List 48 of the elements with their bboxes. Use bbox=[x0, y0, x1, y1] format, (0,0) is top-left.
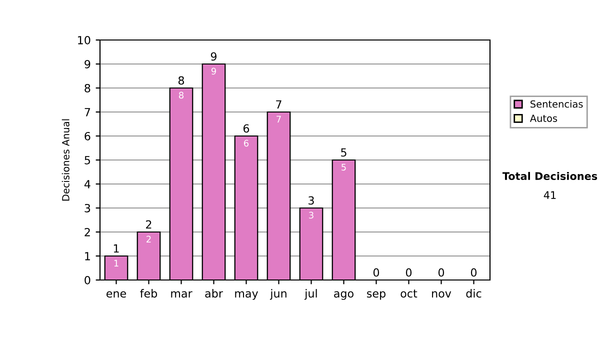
x-tick-label: abr bbox=[205, 289, 223, 298]
y-tick-label: 8 bbox=[84, 84, 90, 92]
x-tick-label: mar bbox=[171, 291, 192, 298]
x-tick-label: ene bbox=[106, 291, 126, 298]
total-label: 0 bbox=[438, 268, 444, 277]
x-tick-label: feb bbox=[140, 289, 158, 298]
total-label: 8 bbox=[178, 76, 184, 85]
x-tick-label: jun bbox=[270, 289, 286, 300]
data-label: 6 bbox=[244, 140, 249, 147]
data-label: 1 bbox=[114, 260, 118, 266]
x-tick-label: oct bbox=[400, 290, 418, 298]
x-tick-label: may bbox=[235, 291, 258, 300]
text: 41 bbox=[544, 191, 556, 199]
data-label: 5 bbox=[342, 164, 346, 171]
total-label: 6 bbox=[243, 124, 250, 133]
data-label: 9 bbox=[211, 68, 216, 75]
total-label: 5 bbox=[341, 148, 346, 157]
data-label: 2 bbox=[146, 236, 151, 242]
x-tick-label: sep bbox=[367, 291, 386, 300]
y-tick-label: 5 bbox=[84, 156, 90, 164]
y-tick-label: 4 bbox=[84, 180, 90, 188]
x-tick-label: ago bbox=[334, 291, 354, 300]
y-tick-label: 2 bbox=[84, 228, 90, 236]
y-axis-title: Decisiones Anual bbox=[62, 119, 70, 201]
total-label: 0 bbox=[373, 268, 380, 277]
legend-label: Autos bbox=[530, 114, 558, 122]
x-tick-label: dic bbox=[466, 289, 482, 298]
x-tick-label: jul bbox=[304, 289, 317, 300]
total-label: 1 bbox=[114, 244, 119, 252]
total-label: 0 bbox=[406, 268, 412, 277]
y-tick-label: 3 bbox=[84, 204, 90, 212]
data-label: 3 bbox=[309, 212, 314, 219]
total-label: 7 bbox=[276, 100, 282, 108]
y-tick-label: 1 bbox=[85, 252, 90, 260]
y-tick-label: 6 bbox=[84, 132, 90, 140]
x-tick-label: nov bbox=[432, 291, 452, 298]
text: Total Decisiones bbox=[502, 172, 598, 180]
data-label: 8 bbox=[178, 92, 184, 99]
y-tick-label: 9 bbox=[84, 60, 90, 68]
data-label: 7 bbox=[276, 116, 281, 122]
total-label: 2 bbox=[146, 220, 152, 228]
total-label: 9 bbox=[210, 52, 217, 61]
total-label: 0 bbox=[470, 268, 477, 277]
y-tick-label: 10 bbox=[78, 36, 90, 44]
y-tick-label: 0 bbox=[84, 276, 90, 284]
y-tick-label: 7 bbox=[84, 108, 90, 116]
legend-label: Sentencias bbox=[530, 100, 583, 108]
total-label: 3 bbox=[308, 196, 314, 205]
